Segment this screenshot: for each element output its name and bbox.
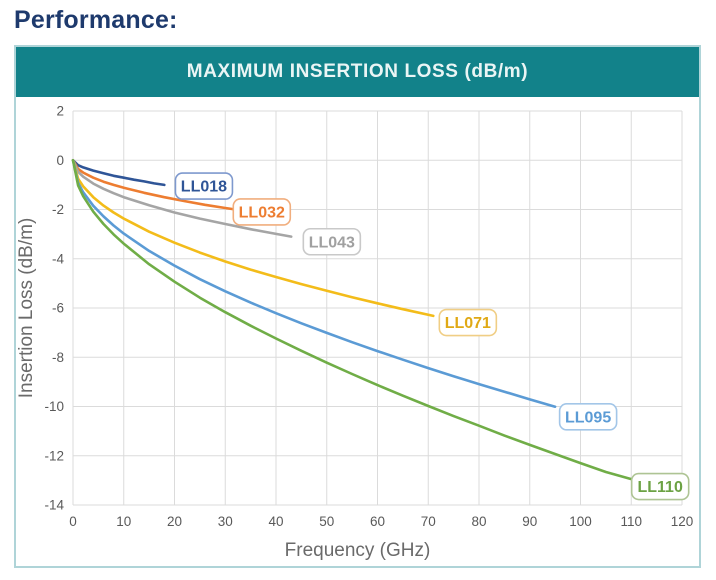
series-label-LL018: LL018	[181, 179, 227, 196]
y-tick-label: -10	[44, 399, 64, 414]
page-title: Performance:	[14, 6, 178, 34]
y-tick-label: -14	[44, 498, 64, 513]
x-tick-label: 0	[69, 514, 77, 529]
series-line-LL043	[71, 158, 293, 238]
series-line-LL095	[71, 158, 557, 409]
y-tick-label: -12	[44, 448, 64, 463]
x-tick-label: 50	[319, 514, 334, 529]
x-tick-label: 20	[167, 514, 182, 529]
chart-title: MAXIMUM INSERTION LOSS (dB/m)	[186, 61, 529, 82]
chart-body: 0 10 20 30 40 50 60 70 80 90 100 110 120 2 0 -2 -4 -6 -8 -1…	[16, 97, 699, 566]
series-label-box-LL110	[630, 472, 690, 501]
series-label-box-LL043	[302, 227, 362, 256]
series-label-box-LL032	[232, 198, 292, 226]
series-label-LL032: LL032	[239, 204, 285, 221]
series-label-LL110: LL110	[637, 479, 682, 496]
series-line-LL110	[71, 158, 633, 481]
series-label-box-LL071	[438, 308, 498, 337]
y-tick-label: -2	[52, 202, 64, 217]
x-tick-label: 70	[421, 514, 436, 529]
insertion-loss-chart: 0 10 20 30 40 50 60 70 80 90 100 110 12020-2-4-6-8-1…	[16, 104, 694, 562]
chart-card: MAXIMUM INSERTION LOSS (dB/m) 0 10 20 30 40 5…	[14, 45, 701, 568]
y-tick-label: -8	[52, 350, 64, 365]
series-line-LL018	[71, 158, 166, 187]
y-tick-label: 0	[56, 153, 64, 168]
series-label-LL043: LL043	[309, 234, 355, 251]
series-line-LL071	[71, 158, 435, 318]
series-line-LL032	[71, 158, 237, 211]
chart-title-bar: MAXIMUM INSERTION LOSS (dB/m)	[16, 47, 699, 97]
x-tick-label: 30	[218, 514, 233, 529]
x-axis-title: Frequency (GHz)	[285, 540, 431, 561]
y-tick-label: -4	[52, 251, 64, 266]
series-label-box-LL095	[558, 403, 618, 431]
x-tick-label: 10	[116, 514, 131, 529]
y-tick-label: 2	[56, 104, 64, 119]
series-label-LL071: LL071	[445, 315, 491, 332]
x-tick-label: 80	[471, 514, 486, 529]
y-axis-title: Insertion Loss (dB/m)	[16, 218, 37, 399]
x-tick-label: 90	[522, 514, 537, 529]
x-tick-label: 120	[671, 514, 694, 529]
series-label-box-LL018	[174, 172, 234, 200]
x-tick-label: 100	[569, 514, 592, 529]
x-tick-label: 40	[268, 514, 283, 529]
x-tick-label: 60	[370, 514, 385, 529]
series-label-LL095: LL095	[565, 409, 611, 426]
y-tick-label: -6	[52, 301, 64, 316]
x-tick-label: 110	[620, 514, 642, 529]
